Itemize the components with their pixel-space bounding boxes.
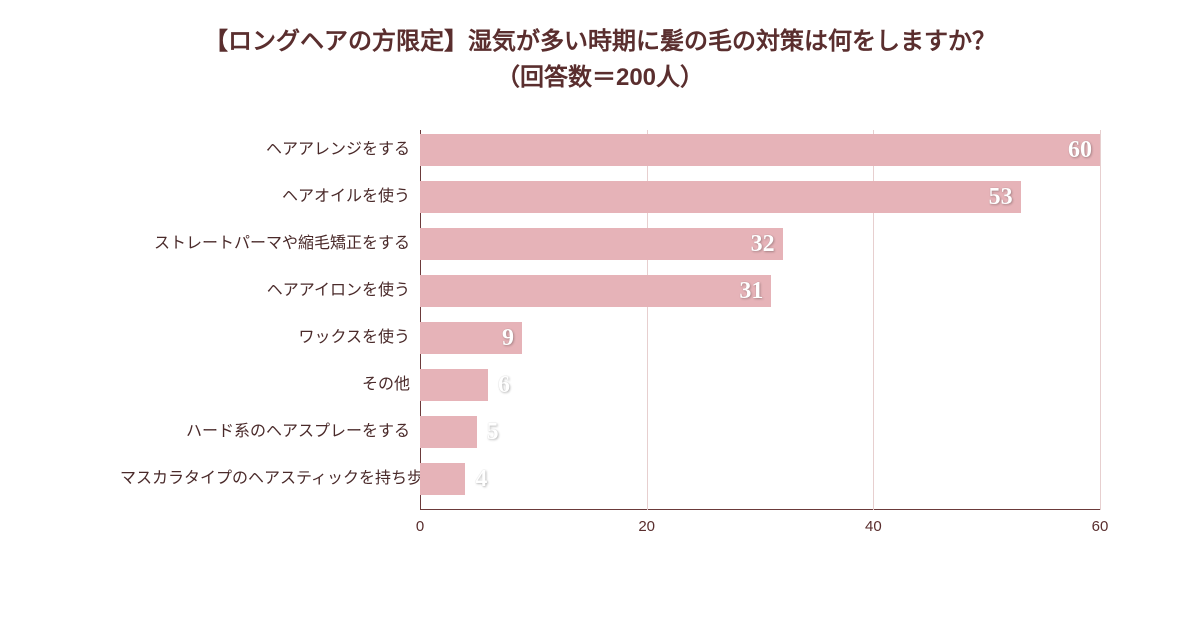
bar-row: ワックスを使う 9: [120, 322, 1100, 354]
title-block: 【ロングヘアの方限定】湿気が多い時期に髪の毛の対策は何をしますか？ （回答数＝2…: [0, 0, 1200, 96]
bar-value: 32: [751, 228, 775, 260]
bar-value: 31: [739, 275, 763, 307]
category-label: ヘアオイルを使う: [120, 181, 410, 213]
bar: [420, 228, 783, 260]
category-label: ヘアアレンジをする: [120, 134, 410, 166]
x-tick-label: 0: [416, 518, 424, 535]
chart-title-line1: 【ロングヘアの方限定】湿気が多い時期に髪の毛の対策は何をしますか？: [0, 24, 1200, 60]
bar-value: 6: [498, 369, 510, 401]
x-axis-line: [420, 509, 1100, 510]
bar-row: ヘアオイルを使う 53: [120, 181, 1100, 213]
bar-value: 53: [989, 181, 1013, 213]
chart-title-line2: （回答数＝200人）: [0, 60, 1200, 96]
x-tick-label: 60: [1092, 518, 1109, 535]
bar-value: 5: [487, 416, 499, 448]
bar: [420, 275, 771, 307]
bar: [420, 369, 488, 401]
bar-row: その他 6: [120, 369, 1100, 401]
grid-line: [1100, 130, 1101, 510]
x-tick-label: 40: [865, 518, 882, 535]
bar-value: 9: [502, 322, 514, 354]
bar-row: マスカラタイプのヘアスティックを持ち歩く 4: [120, 463, 1100, 495]
bar-row: ストレートパーマや縮毛矯正をする 32: [120, 228, 1100, 260]
bar-row: ヘアアイロンを使う 31: [120, 275, 1100, 307]
bar: [420, 463, 465, 495]
category-label: ハード系のヘアスプレーをする: [120, 416, 410, 448]
bar-value: 4: [475, 463, 487, 495]
bar: [420, 416, 477, 448]
chart: 0 20 40 60 ヘアアレンジをする 60 ヘアオイルを使う 53 ストレートパーマや縮毛…: [120, 130, 1100, 570]
bar-row: ヘアアレンジをする 60: [120, 134, 1100, 166]
bar-value: 60: [1068, 134, 1092, 166]
bar: [420, 181, 1021, 213]
category-label: マスカラタイプのヘアスティックを持ち歩く: [120, 463, 410, 495]
bar: [420, 134, 1100, 166]
x-tick-label: 20: [638, 518, 655, 535]
chart-container: 【ロングヘアの方限定】湿気が多い時期に髪の毛の対策は何をしますか？ （回答数＝2…: [0, 0, 1200, 630]
category-label: ワックスを使う: [120, 322, 410, 354]
category-label: その他: [120, 369, 410, 401]
category-label: ストレートパーマや縮毛矯正をする: [120, 228, 410, 260]
category-label: ヘアアイロンを使う: [120, 275, 410, 307]
bar-row: ハード系のヘアスプレーをする 5: [120, 416, 1100, 448]
